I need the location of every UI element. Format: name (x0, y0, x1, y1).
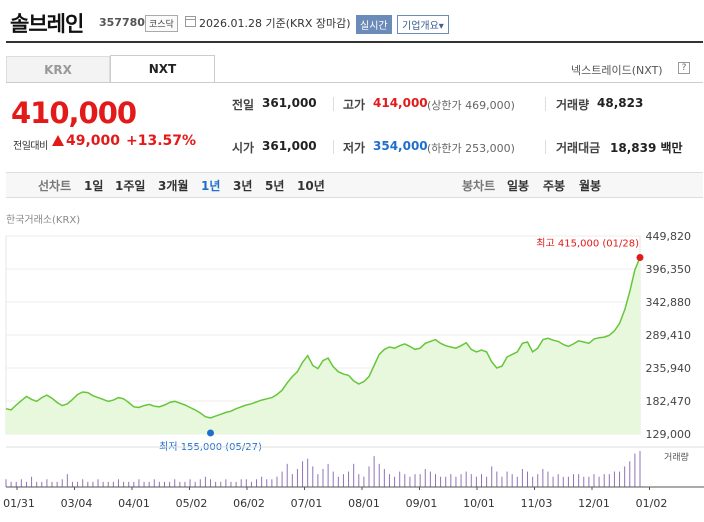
stock-name: 솔브레인 (10, 12, 84, 36)
x-tick-label: 08/01 (348, 497, 380, 510)
prev-close-label: 전일 (232, 98, 255, 112)
x-tick-label: 06/02 (233, 497, 265, 510)
volume-label: 거래량 (556, 98, 590, 112)
x-tick-label: 07/01 (291, 497, 323, 510)
change-value: 49,000 (66, 133, 121, 149)
candle-weekly[interactable]: 주봉 (543, 179, 566, 193)
candle-monthly[interactable]: 월봉 (579, 179, 602, 193)
x-tick-label: 04/01 (118, 497, 150, 510)
y-tick-label: 182,470 (646, 395, 692, 408)
lower-limit: (하한가 253,000) (427, 142, 515, 155)
price-area (6, 257, 640, 434)
y-tick-label: 342,880 (646, 296, 692, 309)
x-tick-label: 09/01 (406, 497, 438, 510)
period-3y[interactable]: 3년 (233, 179, 253, 193)
low-value: 354,000 (373, 139, 428, 153)
price-date: 2026.01.28 기준(KRX 장마감) (199, 17, 351, 30)
x-tick-label: 03/04 (61, 497, 93, 510)
amount-value: 18,839 백만 (610, 141, 683, 155)
amount-label: 거래대금 (556, 141, 601, 155)
y-tick-label: 235,940 (646, 362, 692, 375)
current-price: 410,000 (11, 96, 137, 130)
x-tick-label: 11/03 (521, 497, 553, 510)
y-tick-label: 289,410 (646, 329, 692, 342)
x-tick-label: 12/01 (578, 497, 610, 510)
candle-daily[interactable]: 일봉 (507, 179, 530, 193)
x-tick-label: 10/01 (463, 497, 495, 510)
y-tick-label: 129,000 (646, 428, 692, 441)
stat-separator (333, 97, 334, 111)
upper-limit: (상한가 469,000) (427, 99, 515, 112)
volume-value: 48,823 (597, 96, 644, 110)
price-line (5, 257, 641, 419)
market-badge: 코스닥 (145, 15, 178, 32)
up-triangle-icon (52, 135, 64, 146)
chart-source: 한국거래소(KRX) (6, 215, 81, 226)
price-chart: 449,820 396,350 342,880 289,410 235,940 182,4… (3, 230, 704, 510)
period-1d[interactable]: 1일 (84, 179, 104, 193)
period-bar (6, 172, 703, 198)
nxt-info-label: 넥스트레이드(NXT) (571, 64, 663, 77)
header-divider (6, 41, 703, 43)
x-tick-label: 01/02 (636, 497, 668, 510)
period-5y[interactable]: 5년 (265, 179, 285, 193)
change-label: 전일대비 (13, 141, 48, 152)
high-value: 414,000 (373, 96, 428, 110)
period-10y[interactable]: 10년 (297, 179, 325, 193)
tab-nxt[interactable]: NXT (110, 55, 215, 83)
period-3m[interactable]: 3개월 (158, 179, 189, 193)
high-label: 고가 (343, 98, 366, 112)
x-tick-label: 01/31 (3, 497, 35, 510)
realtime-button[interactable]: 실시간 (356, 15, 392, 34)
tab-krx[interactable]: KRX (6, 56, 110, 82)
max-point (636, 253, 644, 261)
low-label: 저가 (343, 141, 366, 155)
y-tick-label: 396,350 (646, 263, 692, 276)
x-tick-label: 05/02 (176, 497, 208, 510)
tab-divider (6, 82, 703, 83)
open-value: 361,000 (262, 139, 317, 153)
stat-separator (333, 140, 334, 154)
change-percent: +13.57% (126, 133, 197, 149)
min-point (207, 429, 215, 437)
corp-info-dropdown[interactable]: 기업개요▾ (397, 15, 449, 34)
line-chart-label: 선차트 (38, 179, 72, 193)
volume-axis-label: 거래량 (664, 451, 689, 463)
stat-separator (545, 140, 546, 154)
period-1y[interactable]: 1년 (201, 179, 221, 193)
stat-separator (545, 97, 546, 111)
max-label: 최고 415,000 (01/28) (536, 237, 639, 249)
candle-chart-label: 봉차트 (462, 179, 496, 193)
stock-code: 357780 (99, 16, 145, 29)
help-icon[interactable]: ? (678, 62, 690, 74)
open-label: 시가 (232, 141, 255, 155)
y-tick-label: 449,820 (646, 230, 692, 243)
prev-close-value: 361,000 (262, 96, 317, 110)
period-1w[interactable]: 1주일 (115, 179, 146, 193)
calendar-icon (185, 16, 196, 27)
